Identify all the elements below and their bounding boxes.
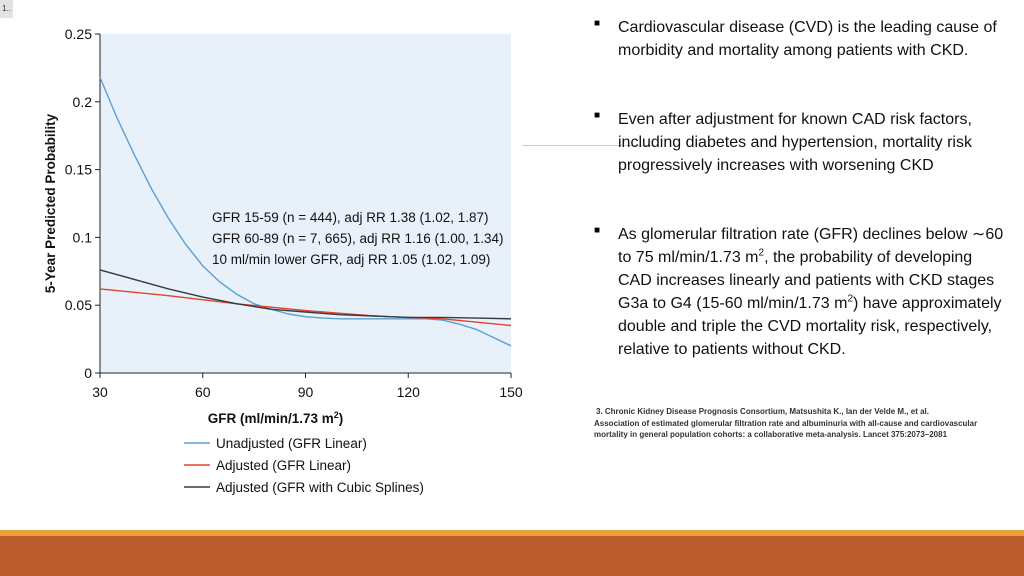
footer-accent-line (0, 530, 1024, 536)
x-axis-label: GFR (ml/min/1.73 m2) (208, 410, 344, 426)
y-tick-label: 0 (84, 365, 92, 381)
series-line (99, 288, 512, 327)
legend-label: Adjusted (GFR Linear) (216, 458, 351, 473)
footer-band (0, 536, 1024, 576)
reference-citation: 3. Chronic Kidney Disease Prognosis Cons… (594, 407, 978, 439)
divider-line (522, 145, 652, 146)
y-tick-label: 0.2 (73, 94, 93, 110)
bullet-risk-adjustment: ■ Even after adjustment for known CAD ri… (594, 108, 1008, 177)
legend-label: Unadjusted (GFR Linear) (216, 436, 367, 451)
square-bullet-icon: ■ (594, 110, 601, 121)
bullet-gfr-decline: ■ As glomerular filtration rate (GFR) de… (594, 223, 1008, 361)
series-line (99, 77, 512, 347)
slide-number: 1.. (0, 0, 13, 18)
bullet-text: Even after adjustment for known CAD risk… (618, 111, 972, 174)
series-lines (99, 77, 512, 347)
annotation-text: GFR 15-59 (n = 444), adj RR 1.38 (1.02, … (212, 210, 489, 225)
x-axis-ticks: 30 60 90 120 150 (92, 373, 523, 400)
square-bullet-icon: ■ (594, 225, 601, 236)
y-axis-label: 5-Year Predicted Probability (43, 113, 58, 293)
bullet-text: As glomerular filtration rate (GFR) decl… (618, 226, 1004, 358)
y-tick-label: 0.1 (73, 229, 93, 245)
y-tick-label: 0.25 (65, 26, 92, 42)
x-tick-label: 120 (397, 384, 421, 400)
x-tick-label: 90 (298, 384, 314, 400)
y-tick-label: 0.05 (65, 297, 92, 313)
x-tick-label: 60 (195, 384, 211, 400)
chart-legend: Unadjusted (GFR Linear) Adjusted (GFR Lin… (184, 436, 424, 495)
y-axis-ticks: 0 0.05 0.1 0.15 0.2 0.25 (65, 26, 100, 381)
annotation-text: GFR 60-89 (n = 7, 665), adj RR 1.16 (1.0… (212, 231, 504, 246)
x-tick-label: 30 (92, 384, 108, 400)
square-bullet-icon: ■ (594, 18, 601, 29)
chart-annotations: GFR 15-59 (n = 444), adj RR 1.38 (1.02, … (212, 210, 504, 267)
annotation-text: 10 ml/min lower GFR, adj RR 1.05 (1.02, … (212, 252, 490, 267)
series-line (99, 269, 512, 320)
gfr-probability-chart: 0 0.05 0.1 0.15 0.2 0.25 30 60 90 120 150 5-Year … (43, 26, 523, 495)
legend-label: Adjusted (GFR with Cubic Splines) (216, 480, 424, 495)
bullet-cvd-leading-cause: ■ Cardiovascular disease (CVD) is the le… (594, 16, 1008, 62)
bullet-text: Cardiovascular disease (CVD) is the lead… (618, 19, 997, 59)
y-tick-label: 0.15 (65, 162, 92, 178)
x-tick-label: 150 (499, 384, 523, 400)
